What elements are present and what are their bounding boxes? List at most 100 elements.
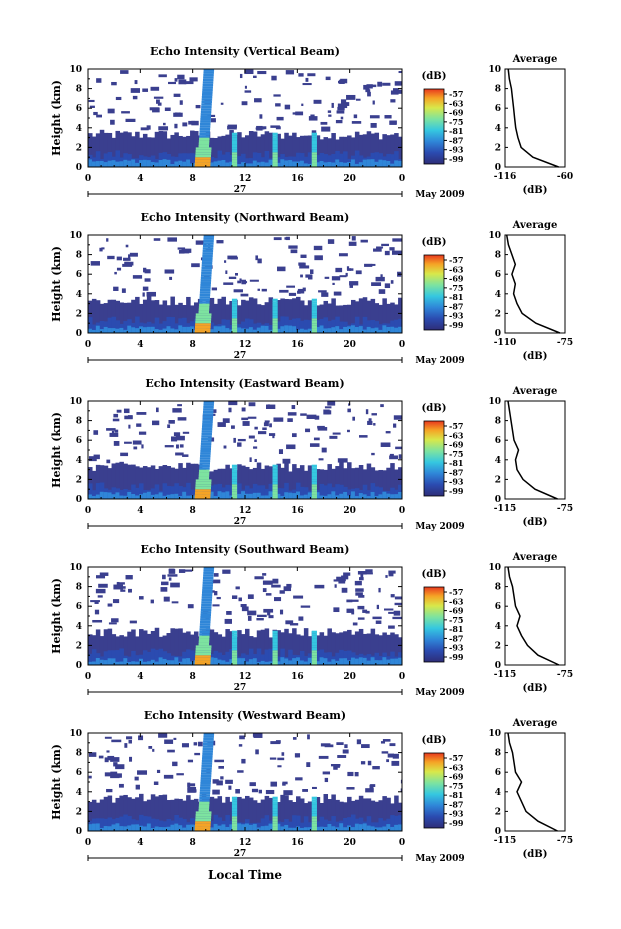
echo-cell (360, 239, 368, 243)
echo-cell (178, 569, 186, 573)
panel-1: Echo Intensity (Vertical Beam)0246810Hei… (50, 45, 573, 200)
echo-cell (384, 250, 390, 256)
rain-plume (272, 306, 278, 309)
rain-plume (195, 821, 211, 824)
x-tick-label: 4 (137, 838, 143, 848)
rain-plume (231, 157, 238, 160)
echo-cell (378, 469, 383, 499)
echo-cell (107, 132, 113, 167)
echo-cell (131, 484, 136, 499)
echo-cell (121, 111, 130, 114)
echo-cell (95, 657, 101, 665)
echo-cell (111, 494, 117, 499)
rain-plume (272, 162, 278, 165)
rain-plume (199, 137, 210, 141)
echo-cell (382, 82, 391, 86)
echo-cell (302, 789, 309, 792)
echo-cell (392, 238, 402, 242)
echo-cell (89, 105, 95, 108)
echo-cell (164, 739, 174, 744)
echo-cell (123, 794, 128, 831)
echo-cell (327, 303, 332, 333)
echo-cell (256, 327, 262, 333)
echo-cell (336, 576, 346, 582)
echo-cell (352, 416, 356, 421)
echo-cell (327, 401, 336, 406)
echo-cell (346, 268, 351, 271)
echo-cell (107, 658, 113, 665)
echo-cell (285, 620, 294, 625)
echo-cell (127, 816, 132, 831)
echo-cell (248, 402, 256, 407)
echo-cell (225, 464, 230, 499)
colorbar-unit: (dB) (422, 735, 447, 746)
echo-cell (146, 651, 152, 665)
rain-plume (231, 301, 238, 304)
echo-cell (307, 320, 313, 333)
rain-plume (231, 142, 238, 145)
rain-plume (194, 657, 211, 661)
echo-cell (378, 587, 381, 593)
echo-cell (256, 630, 262, 665)
echo-cell (300, 274, 303, 278)
echo-cell (344, 744, 348, 749)
rain-plume (272, 318, 278, 321)
rain-plume (311, 137, 317, 141)
echo-cell (394, 824, 399, 831)
rain-plume (272, 484, 278, 487)
echo-cell (394, 151, 399, 167)
echo-cell (115, 797, 120, 831)
echo-cell (103, 326, 109, 333)
echo-cell (389, 455, 399, 460)
echo-cell (186, 631, 191, 665)
echo-cell (168, 420, 175, 424)
echo-cell (235, 789, 240, 794)
rain-plume (231, 474, 238, 477)
echo-cell (142, 826, 148, 831)
echo-cell (387, 753, 394, 758)
echo-cell (217, 796, 223, 831)
echo-cell (217, 422, 226, 427)
echo-cell (299, 135, 305, 167)
rain-plume (231, 662, 238, 665)
rain-plume (231, 464, 238, 468)
echo-cell (128, 254, 131, 259)
echo-cell (378, 660, 383, 665)
rain-plume (311, 640, 317, 643)
echo-cell (349, 284, 354, 288)
echo-cell (95, 823, 101, 831)
echo-cell (142, 650, 148, 665)
echo-cell (209, 329, 215, 333)
echo-cell (91, 661, 97, 665)
echo-cell (94, 609, 100, 615)
echo-cell (221, 654, 226, 665)
rain-plume (202, 415, 214, 419)
echo-cell (374, 321, 380, 333)
echo-cell (174, 132, 179, 167)
colorbar-tick-label: -99 (449, 818, 464, 828)
echo-cell (245, 654, 250, 665)
echo-cell (241, 153, 246, 167)
colorbar-tick-label: -81 (449, 126, 463, 136)
echo-cell (268, 615, 274, 619)
x-tick-label: 20 (343, 506, 356, 516)
echo-cell (248, 824, 254, 831)
echo-cell (307, 492, 313, 499)
echo-cell (90, 261, 100, 266)
avg-y-tick-label: 8 (495, 583, 501, 593)
echo-cell (362, 494, 368, 499)
echo-cell (99, 799, 105, 831)
echo-cell (256, 162, 262, 167)
echo-cell (138, 431, 147, 435)
echo-cell (187, 604, 194, 609)
echo-cell (317, 427, 328, 431)
rain-plume (311, 633, 317, 636)
echo-cell (239, 73, 243, 79)
rain-plume (203, 733, 215, 736)
echo-cell (394, 494, 399, 499)
rain-plume (201, 598, 212, 602)
rain-plume (311, 496, 317, 499)
echo-cell (362, 798, 368, 831)
echo-cell (245, 823, 250, 831)
echo-cell (339, 462, 344, 499)
